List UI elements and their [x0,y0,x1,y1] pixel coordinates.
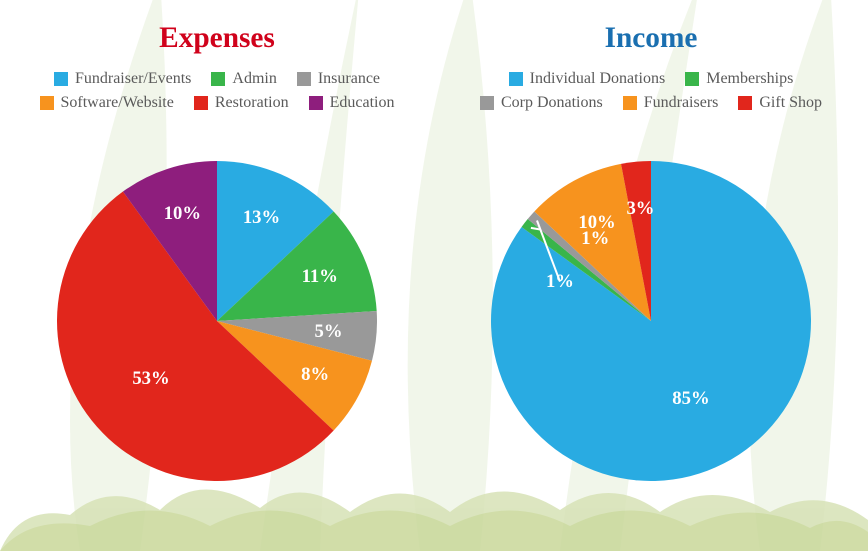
income-legend-item: Fundraisers [623,94,719,112]
income-title: Income [605,22,698,55]
legend-label: Software/Website [61,94,174,112]
slice-label: 11% [302,266,338,288]
expenses-legend-item: Restoration [194,94,289,112]
slice-label: 8% [301,364,329,386]
legend-swatch [685,72,699,86]
slice-label: 1% [546,271,574,293]
legend-swatch [211,72,225,86]
expenses-title: Expenses [159,22,275,55]
expenses-legend-item: Software/Website [40,94,174,112]
slice-label: 5% [315,321,343,343]
slice-label: 85% [672,388,709,410]
expenses-legend: Fundraiser/Events Admin Insurance Software/… [27,67,407,153]
slice-label: 53% [132,368,169,390]
legend-label: Insurance [318,70,380,88]
legend-swatch [623,96,637,110]
income-pie: 85%1%1%10%3% [491,161,811,481]
income-legend: Individual Donations Memberships Corp Dona… [461,67,841,153]
income-legend-item: Memberships [685,70,793,88]
income-legend-item: Gift Shop [738,94,822,112]
legend-label: Corp Donations [501,94,603,112]
legend-label: Memberships [706,70,793,88]
legend-swatch [40,96,54,110]
income-legend-item: Individual Donations [509,70,666,88]
expenses-legend-item: Education [309,94,395,112]
legend-label: Fundraiser/Events [75,70,191,88]
legend-label: Restoration [215,94,289,112]
legend-label: Admin [232,70,276,88]
legend-swatch [309,96,323,110]
legend-swatch [509,72,523,86]
legend-swatch [738,96,752,110]
charts-row: Expenses Fundraiser/Events Admin Insurance… [0,0,868,551]
legend-swatch [297,72,311,86]
legend-label: Gift Shop [759,94,822,112]
expenses-panel: Expenses Fundraiser/Events Admin Insurance… [0,0,434,551]
slice-label: 10% [164,203,201,225]
slice-label: 3% [626,198,654,220]
income-panel: Income Individual Donations Memberships Co… [434,0,868,551]
legend-label: Individual Donations [530,70,666,88]
slice-label: 13% [243,207,280,229]
legend-label: Fundraisers [644,94,719,112]
legend-swatch [480,96,494,110]
legend-swatch [194,96,208,110]
expenses-legend-item: Fundraiser/Events [54,70,191,88]
slice-label: 10% [578,212,615,234]
expenses-legend-item: Admin [211,70,276,88]
income-legend-item: Corp Donations [480,94,603,112]
expenses-legend-item: Insurance [297,70,380,88]
legend-label: Education [330,94,395,112]
expenses-pie: 13% 11% 5% 8% 53% 10% [57,161,377,481]
legend-swatch [54,72,68,86]
